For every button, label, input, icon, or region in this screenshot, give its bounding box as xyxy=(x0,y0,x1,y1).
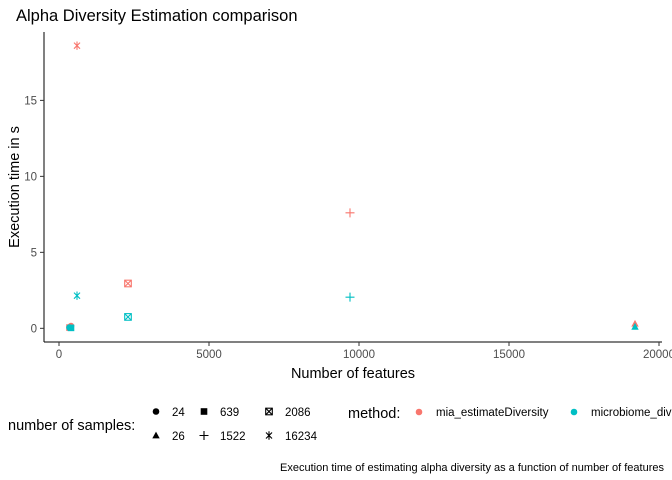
shape-legend-label: 1522 xyxy=(220,431,246,443)
legend-key-boxed-x-icon xyxy=(265,407,273,416)
y-axis-title: Execution time in s xyxy=(7,126,23,248)
data-point xyxy=(124,313,132,321)
legend-key-circle-icon xyxy=(415,408,423,416)
color-legend-label: microbiome_div xyxy=(591,407,672,419)
legend-key-triangle-icon xyxy=(152,431,160,439)
data-point xyxy=(73,291,81,300)
x-tick-label: 20000 xyxy=(643,349,672,361)
y-tick-label: 5 xyxy=(31,247,37,259)
legend-key-circle-icon xyxy=(570,408,578,416)
color-legend-title: method: xyxy=(348,406,400,422)
data-point xyxy=(73,41,81,50)
y-tick-label: 0 xyxy=(31,323,37,335)
y-tick-label: 10 xyxy=(24,171,37,183)
x-tick-label: 0 xyxy=(56,349,62,361)
data-point xyxy=(345,208,355,218)
shape-legend-title: number of samples: xyxy=(8,418,135,434)
chart-title: Alpha Diversity Estimation comparison xyxy=(16,7,298,25)
shape-legend-label: 24 xyxy=(172,407,185,419)
x-tick-label: 5000 xyxy=(196,349,222,361)
x-ticks: 0 5000 10000 15000 20000 xyxy=(56,342,672,361)
shape-legend-label: 16234 xyxy=(285,431,318,443)
shape-legend-label: 26 xyxy=(172,431,185,443)
data-point xyxy=(631,322,639,330)
legend-key-circle-icon xyxy=(152,408,160,415)
legend-key-plus-icon xyxy=(199,431,209,440)
y-tick-label: 15 xyxy=(24,95,37,107)
shape-legend-label: 639 xyxy=(220,407,239,419)
legend-key-square-icon xyxy=(200,408,208,415)
data-point xyxy=(67,324,75,332)
shape-legend: number of samples: 24 26 639 1522 2086 16234 xyxy=(8,407,318,443)
legend-key-asterisk-icon xyxy=(265,431,273,440)
color-legend: method: mia_estimateDiversity microbiome_… xyxy=(348,406,672,422)
x-axis-title: Number of features xyxy=(291,366,415,382)
data-points xyxy=(66,41,639,332)
data-point xyxy=(345,292,355,302)
shape-legend-label: 2086 xyxy=(285,407,311,419)
data-point xyxy=(124,279,132,288)
chart-caption: Execution time of estimating alpha diver… xyxy=(280,462,664,474)
y-ticks: 0 5 10 15 xyxy=(24,95,44,335)
color-legend-label: mia_estimateDiversity xyxy=(436,407,549,419)
plot-area: 0 5 10 15 0 5000 10000 15000 20000 xyxy=(24,32,672,361)
x-tick-label: 10000 xyxy=(343,349,375,361)
x-tick-label: 15000 xyxy=(493,349,525,361)
